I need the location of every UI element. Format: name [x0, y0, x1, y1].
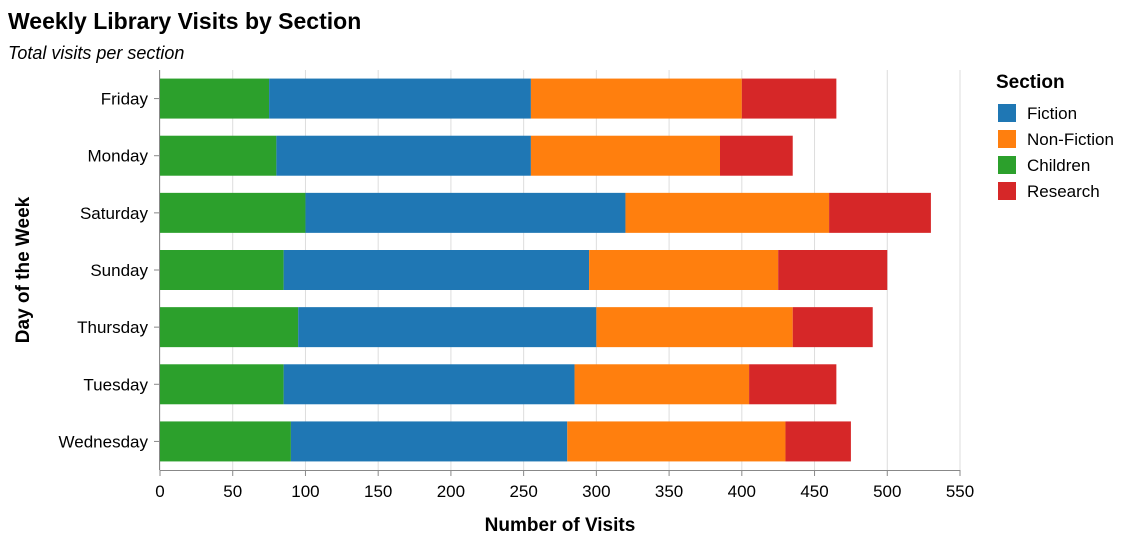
y-tick-label: Sunday	[90, 261, 148, 280]
bar-monday-non-fiction	[530, 135, 720, 176]
bar-monday-research	[720, 135, 793, 176]
bar-tuesday-non-fiction	[574, 364, 750, 405]
bar-friday-children	[160, 78, 270, 119]
bar-monday-children	[160, 135, 277, 176]
legend-label: Research	[1027, 182, 1100, 201]
y-tick-label: Friday	[101, 90, 149, 109]
x-axis: 0 50 100 150 200 250 300 350 400 450 500 550	[155, 470, 974, 501]
x-tick-label: 200	[437, 482, 465, 501]
bar-tuesday-children	[160, 364, 284, 405]
bar-wednesday-fiction	[290, 421, 568, 462]
y-tick-label: Wednesday	[59, 432, 149, 451]
bar-wednesday-non-fiction	[567, 421, 786, 462]
x-tick-label: 450	[800, 482, 828, 501]
legend-label: Children	[1027, 156, 1090, 175]
legend-label: Fiction	[1027, 104, 1077, 123]
bar-monday-fiction	[276, 135, 531, 176]
x-tick-label: 0	[155, 482, 164, 501]
bar-thursday-research	[792, 307, 873, 348]
bar-saturday-children	[160, 192, 306, 233]
y-tick-label: Tuesday	[83, 375, 148, 394]
x-tick-label: 150	[364, 482, 392, 501]
x-tick-label: 550	[946, 482, 974, 501]
bars	[160, 78, 931, 462]
legend-label: Non-Fiction	[1027, 130, 1114, 149]
bar-wednesday-research	[785, 421, 851, 462]
legend: Section Fiction Non-Fiction Children Resear…	[996, 72, 1114, 201]
y-tick-label: Saturday	[80, 204, 149, 223]
bar-saturday-non-fiction	[625, 192, 830, 233]
chart-subtitle: Total visits per section	[8, 43, 184, 63]
y-tick-label: Monday	[88, 147, 149, 166]
legend-swatch	[998, 156, 1016, 174]
bar-thursday-fiction	[298, 307, 597, 348]
bar-friday-fiction	[269, 78, 531, 119]
x-axis-title: Number of Visits	[485, 515, 636, 536]
legend-swatch	[998, 130, 1016, 148]
legend-swatch	[998, 104, 1016, 122]
x-tick-label: 300	[582, 482, 610, 501]
x-tick-label: 400	[728, 482, 756, 501]
bar-thursday-children	[160, 307, 299, 348]
bar-thursday-non-fiction	[596, 307, 793, 348]
bar-sunday-non-fiction	[589, 250, 779, 290]
x-tick-label: 100	[291, 482, 319, 501]
bar-sunday-research	[778, 250, 888, 290]
y-tick-label: Thursday	[77, 318, 148, 337]
y-axis-title: Day of the Week	[13, 196, 34, 343]
bar-tuesday-research	[749, 364, 837, 405]
legend-title: Section	[996, 72, 1065, 93]
chart-title: Weekly Library Visits by Section	[8, 8, 361, 34]
bar-saturday-research	[829, 192, 931, 233]
bar-friday-research	[741, 78, 837, 119]
bar-wednesday-children	[160, 421, 291, 462]
y-axis: Friday Monday Saturday Sunday Thursday Tuesda…	[59, 70, 160, 470]
bar-saturday-fiction	[305, 192, 626, 233]
x-tick-label: 50	[223, 482, 242, 501]
legend-swatch	[998, 182, 1016, 200]
x-tick-label: 350	[655, 482, 683, 501]
bar-sunday-children	[160, 250, 284, 290]
bar-tuesday-fiction	[283, 364, 575, 405]
x-tick-label: 500	[873, 482, 901, 501]
x-tick-label: 250	[509, 482, 537, 501]
bar-sunday-fiction	[283, 250, 590, 290]
bar-friday-non-fiction	[530, 78, 742, 119]
